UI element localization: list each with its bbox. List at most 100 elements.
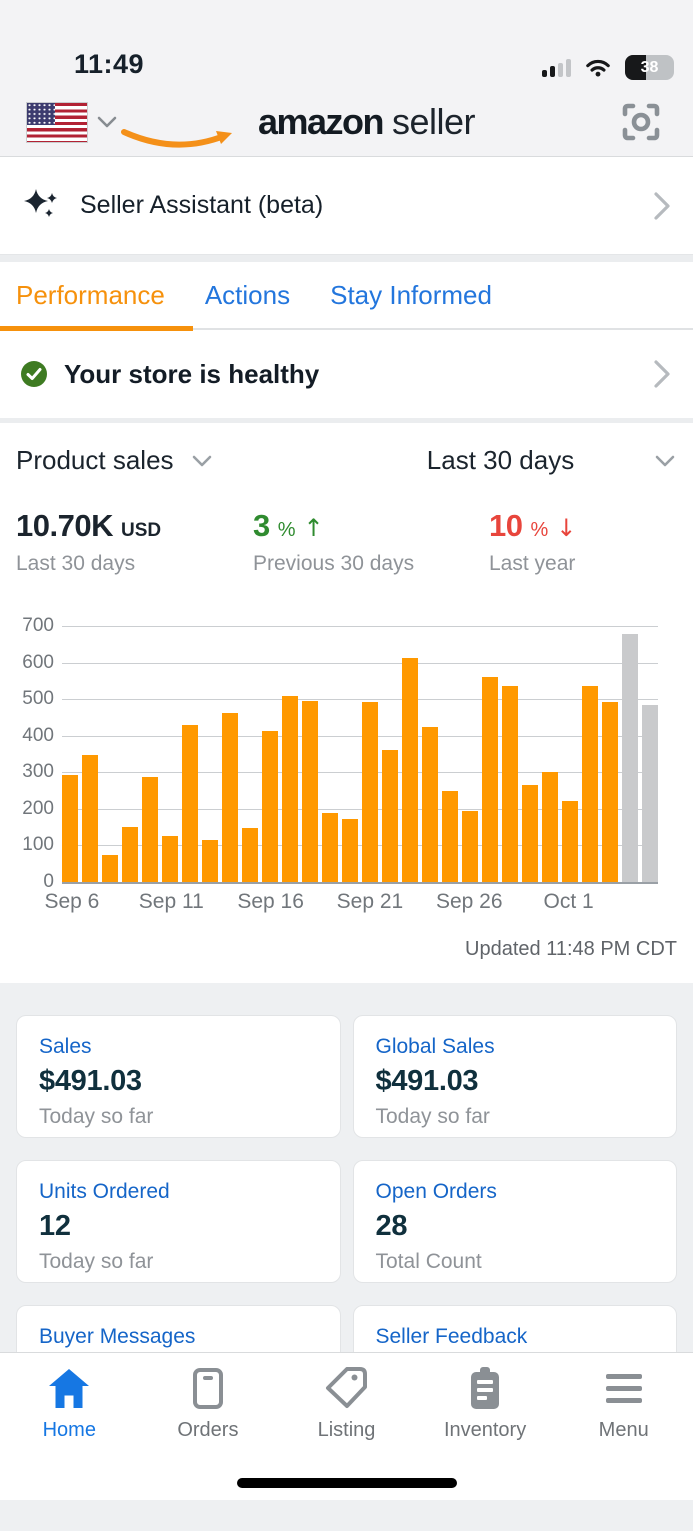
product-sales-widget: Product sales Last 30 days 10.70K USD La… xyxy=(0,423,693,983)
sales-card[interactable]: Sales $491.03 Today so far xyxy=(16,1015,341,1138)
y-axis-tick-label: 500 xyxy=(22,688,54,710)
chart-bar xyxy=(462,811,478,882)
primary-metric-caption: Last 30 days xyxy=(16,552,136,575)
sales-metrics: 10.70K USD Last 30 days 3 % ↑ Previous 3… xyxy=(16,508,677,576)
wifi-icon xyxy=(586,59,610,77)
chart-bar xyxy=(122,827,138,882)
last-year-metric: 10 % ↓ Last year xyxy=(489,508,576,576)
prev-period-unit: % xyxy=(277,519,296,541)
range-selector[interactable]: Last 30 days xyxy=(364,445,677,476)
card-title: Buyer Messages xyxy=(39,1325,196,1348)
card-value: 12 xyxy=(39,1210,71,1242)
metric-selector[interactable]: Product sales xyxy=(16,445,316,476)
y-axis-tick-label: 400 xyxy=(22,724,54,746)
y-axis-tick-label: 200 xyxy=(22,797,54,819)
marketplace-selector[interactable] xyxy=(26,101,118,143)
card-title: Units Ordered xyxy=(39,1180,170,1203)
card-value: 28 xyxy=(375,1210,408,1242)
card-title: Open Orders xyxy=(375,1180,497,1203)
card-value: $491.03 xyxy=(375,1065,479,1097)
chart-bar xyxy=(162,836,178,882)
up-arrow-icon: ↑ xyxy=(303,514,324,542)
chart-bar xyxy=(82,754,98,882)
chart-y-axis: 0 100 200 300 400 500 600 700 xyxy=(16,615,62,892)
x-axis-tick-label: Sep 11 xyxy=(138,890,204,913)
last-year-caption: Last year xyxy=(489,552,576,575)
store-health-row[interactable]: Your store is healthy xyxy=(0,330,693,418)
prev-period-caption: Previous 30 days xyxy=(253,552,415,575)
chart-bar xyxy=(362,702,378,882)
nav-label: Listing xyxy=(317,1419,376,1441)
tab-performance[interactable]: Performance xyxy=(16,279,165,310)
nav-item-listing[interactable]: Listing xyxy=(277,1365,416,1500)
nav-item-home[interactable]: Home xyxy=(0,1365,139,1500)
metric-selector-label: Product sales xyxy=(16,445,174,475)
card-title: Seller Feedback xyxy=(375,1325,528,1348)
store-health-label: Your store is healthy xyxy=(64,358,320,389)
battery-icon: 38 xyxy=(625,55,674,80)
y-axis-tick-label: 700 xyxy=(22,615,54,636)
status-time: 11:49 xyxy=(74,49,145,79)
chart-bar xyxy=(102,854,118,882)
status-icons: 38 xyxy=(542,55,674,80)
open-orders-card[interactable]: Open Orders 28 Total Count xyxy=(352,1160,677,1283)
home-icon xyxy=(49,1369,90,1408)
card-caption: Total Count xyxy=(375,1250,482,1273)
section-divider xyxy=(0,418,693,423)
tab-actions[interactable]: Actions xyxy=(204,279,291,310)
chart-selectors: Product sales Last 30 days xyxy=(16,443,677,482)
primary-metric-value: 10.70K xyxy=(16,508,113,543)
chart-bar xyxy=(202,839,218,882)
tab-bar: Performance Actions Stay Informed xyxy=(0,262,693,331)
chevron-down-icon xyxy=(192,455,211,466)
scan-camera-icon[interactable] xyxy=(615,96,667,148)
y-axis-tick-label: 0 xyxy=(43,871,54,892)
y-axis-tick-label: 100 xyxy=(22,834,54,856)
global-sales-card[interactable]: Global Sales $491.03 Today so far xyxy=(352,1015,677,1138)
chart-bar xyxy=(262,730,278,882)
chart-bars xyxy=(62,626,658,882)
chevron-right-icon xyxy=(654,191,670,220)
updated-timestamp: Updated 11:48 PM CDT xyxy=(465,938,677,960)
chart-bar xyxy=(502,686,518,882)
chart-bar xyxy=(242,827,258,882)
top-chrome: 11:49 38 amazon xyxy=(0,0,693,157)
chart-bar xyxy=(602,702,618,882)
chart-bar xyxy=(382,749,398,882)
chevron-down-icon xyxy=(655,455,675,466)
clipboard-icon xyxy=(471,1367,500,1409)
chart-bar xyxy=(482,677,498,882)
nav-item-orders[interactable]: Orders xyxy=(139,1365,278,1500)
prev-period-value: 3 xyxy=(253,508,270,543)
nav-label: Home xyxy=(42,1419,96,1441)
nav-item-inventory[interactable]: Inventory xyxy=(416,1365,555,1500)
primary-metric-unit: USD xyxy=(120,520,162,541)
nav-item-menu[interactable]: Menu xyxy=(554,1365,693,1500)
chart-bar xyxy=(542,772,558,882)
sales-bar-chart: 0 100 200 300 400 500 600 700 Sep 6 Sep 11 Sep 16… xyxy=(16,615,677,922)
status-bar: 11:49 38 xyxy=(0,0,693,88)
chart-bar xyxy=(282,696,298,882)
tab-stay-informed[interactable]: Stay Informed xyxy=(330,279,492,310)
chart-plot: Sep 6 Sep 11 Sep 16 Sep 21 Sep 26 Oct 1 xyxy=(44,626,658,913)
chart-bar xyxy=(322,812,338,882)
chevron-down-icon xyxy=(97,116,117,128)
chart-bar xyxy=(302,700,318,882)
home-indicator[interactable] xyxy=(236,1478,457,1488)
chart-bar xyxy=(342,819,358,882)
us-flag-icon xyxy=(26,101,88,143)
seller-assistant-row[interactable]: Seller Assistant (beta) xyxy=(0,157,693,255)
nav-label: Menu xyxy=(598,1419,649,1441)
battery-percent: 38 xyxy=(640,58,659,76)
units-ordered-card[interactable]: Units Ordered 12 Today so far xyxy=(16,1160,341,1283)
x-axis-tick-label: Sep 16 xyxy=(237,890,304,913)
active-tab-underline xyxy=(0,326,193,331)
chart-bar xyxy=(582,686,598,882)
primary-metric: 10.70K USD Last 30 days xyxy=(16,508,253,576)
range-selector-label: Last 30 days xyxy=(426,445,575,475)
card-caption: Today so far xyxy=(375,1105,490,1128)
x-axis-tick-label: Sep 21 xyxy=(336,890,404,913)
orders-box-icon xyxy=(192,1368,223,1409)
app-header: amazon seller xyxy=(0,88,693,156)
seller-assistant-label: Seller Assistant (beta) xyxy=(80,191,324,219)
